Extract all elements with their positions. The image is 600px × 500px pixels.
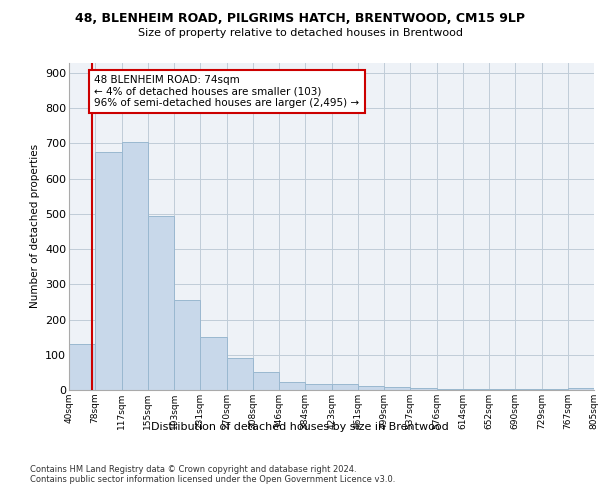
Bar <box>437 389 463 390</box>
Bar <box>305 384 332 390</box>
Bar <box>358 386 384 390</box>
Bar <box>279 382 305 390</box>
Bar <box>174 300 200 390</box>
Bar <box>69 344 95 390</box>
Text: Size of property relative to detached houses in Brentwood: Size of property relative to detached ho… <box>137 28 463 38</box>
Bar <box>463 389 489 390</box>
Y-axis label: Number of detached properties: Number of detached properties <box>29 144 40 308</box>
Bar <box>568 388 594 390</box>
Bar <box>253 372 279 390</box>
Bar <box>148 216 174 390</box>
Bar <box>332 384 358 390</box>
Bar <box>200 337 227 390</box>
Text: 48 BLENHEIM ROAD: 74sqm
← 4% of detached houses are smaller (103)
96% of semi-de: 48 BLENHEIM ROAD: 74sqm ← 4% of detached… <box>94 75 359 108</box>
Bar <box>410 388 437 390</box>
Bar <box>95 152 122 390</box>
Bar <box>122 142 148 390</box>
Text: Distribution of detached houses by size in Brentwood: Distribution of detached houses by size … <box>151 422 449 432</box>
Text: Contains HM Land Registry data © Crown copyright and database right 2024.
Contai: Contains HM Land Registry data © Crown c… <box>30 465 395 484</box>
Bar <box>384 387 410 390</box>
Bar <box>227 358 253 390</box>
Text: 48, BLENHEIM ROAD, PILGRIMS HATCH, BRENTWOOD, CM15 9LP: 48, BLENHEIM ROAD, PILGRIMS HATCH, BRENT… <box>75 12 525 26</box>
